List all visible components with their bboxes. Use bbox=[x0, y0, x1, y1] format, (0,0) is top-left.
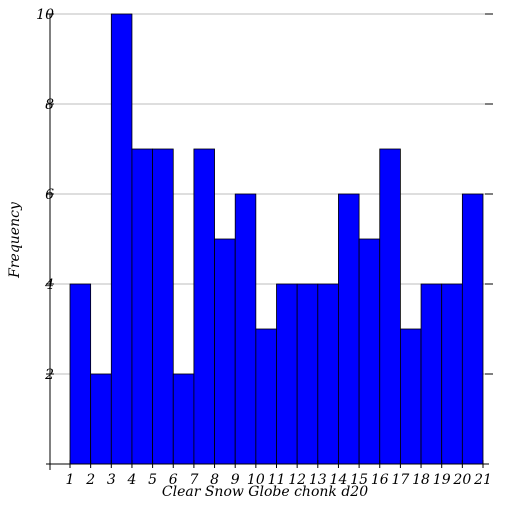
bars bbox=[69, 13, 484, 465]
x-tick-label-12: 12 bbox=[288, 472, 306, 488]
x-tick-label-7: 7 bbox=[189, 472, 198, 488]
bar-3 bbox=[110, 13, 133, 465]
x-tick-label-2: 2 bbox=[85, 472, 95, 488]
bar-15 bbox=[358, 238, 381, 465]
x-tick-label-3: 3 bbox=[107, 472, 116, 488]
axes bbox=[46, 13, 493, 470]
y-tick-label-2: 2 bbox=[44, 367, 54, 383]
bar-6 bbox=[172, 373, 195, 465]
y-tick-label-6: 6 bbox=[45, 187, 54, 203]
x-tick-label-20: 20 bbox=[452, 472, 471, 488]
x-tick-label-14: 14 bbox=[330, 472, 348, 488]
x-tick-label-16: 16 bbox=[371, 472, 389, 488]
x-tick-label-4: 4 bbox=[126, 472, 136, 488]
x-tick-label-15: 15 bbox=[350, 472, 368, 488]
y-tick-label-10: 10 bbox=[36, 7, 54, 23]
y-tick-label-4: 4 bbox=[44, 277, 54, 293]
x-tick-label-8: 8 bbox=[210, 472, 219, 488]
x-tick-label-19: 19 bbox=[433, 472, 451, 488]
bar-8 bbox=[214, 238, 236, 465]
x-tick-label-6: 6 bbox=[169, 472, 178, 488]
x-tick-label-21: 21 bbox=[473, 472, 492, 488]
x-tick-label-17: 17 bbox=[391, 472, 409, 488]
x-tick-label-13: 13 bbox=[309, 472, 327, 488]
y-tick-label-8: 8 bbox=[45, 97, 54, 113]
bar-9 bbox=[234, 193, 257, 465]
bar-13 bbox=[317, 283, 339, 465]
x-tick-label-9: 9 bbox=[231, 472, 240, 488]
bar-12 bbox=[296, 283, 319, 465]
bar-14 bbox=[338, 193, 360, 465]
bar-17 bbox=[399, 328, 422, 465]
bar-1 bbox=[69, 283, 92, 465]
bar-7 bbox=[193, 148, 215, 465]
x-tick-label-5: 5 bbox=[148, 472, 157, 488]
bar-20 bbox=[461, 193, 484, 465]
bar-16 bbox=[379, 148, 401, 465]
x-axis-label: Clear Snow Globe chonk d20 bbox=[162, 484, 368, 500]
x-tick-label-1: 1 bbox=[66, 472, 75, 488]
bar-10 bbox=[255, 328, 277, 465]
bar-18 bbox=[420, 283, 443, 465]
bar-11 bbox=[276, 283, 298, 465]
bar-4 bbox=[131, 148, 153, 465]
x-tick-labels: 1 2 3 4 5 6 7 8 9 10 11 12 13 14 15 16 17 18 19 20 21 bbox=[66, 472, 492, 488]
x-tick-label-18: 18 bbox=[412, 472, 430, 488]
y-axis-label: Frequency bbox=[7, 201, 23, 279]
bar-2 bbox=[90, 373, 112, 465]
bar-19 bbox=[441, 283, 463, 465]
x-tick-label-11: 11 bbox=[268, 472, 286, 488]
bar-5 bbox=[152, 148, 174, 465]
y-tick-labels: 2 4 6 8 10 bbox=[36, 7, 54, 383]
x-tick-label-10: 10 bbox=[247, 472, 265, 488]
